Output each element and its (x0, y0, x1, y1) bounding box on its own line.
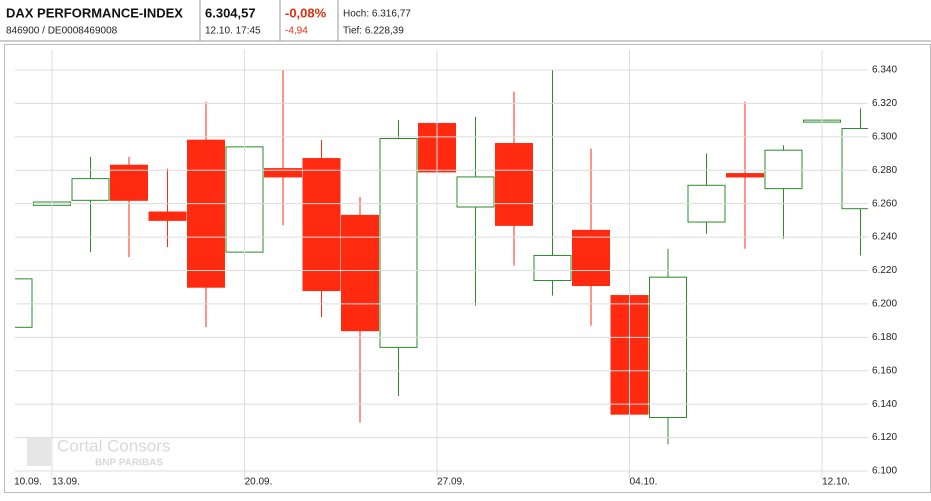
candle-body (841, 127, 868, 210)
change-pct: -0,08% (285, 5, 327, 20)
y-tick-label: 6.220 (872, 265, 897, 276)
y-tick-label: 6.260 (872, 198, 897, 209)
watermark-brand: Cortal Consors (57, 436, 170, 455)
day-high: Hoch: 6.316,77 (343, 9, 411, 20)
index-id: 846900 / DE0008469008 (6, 26, 118, 37)
candle-body (187, 139, 225, 288)
candle-body (264, 168, 302, 178)
y-tick-label: 6.340 (872, 65, 897, 76)
y-tick-label: 6.300 (872, 131, 897, 142)
y-tick-label: 6.160 (872, 365, 897, 376)
candle-body (572, 229, 610, 287)
time: 12.10. 17:45 (205, 26, 261, 37)
header-bar (0, 0, 931, 41)
candle-body (341, 214, 379, 332)
x-tick-label: 20.09. (245, 477, 273, 488)
x-tick-label: 12.10. (822, 477, 850, 488)
candle-body (726, 173, 764, 178)
chart-frame (4, 44, 931, 493)
y-tick-label: 6.180 (872, 332, 897, 343)
change: -4,94 (285, 26, 308, 37)
price: 6.304,57 (205, 5, 256, 20)
y-tick-label: 6.240 (872, 232, 897, 243)
candle-body (456, 176, 495, 208)
candle-body (379, 138, 418, 348)
y-tick-label: 6.140 (872, 399, 897, 410)
x-tick-label: 27.09. (437, 477, 465, 488)
watermark-sub: BNP PARIBAS (95, 458, 163, 469)
candle-body (15, 278, 33, 328)
candle-body (533, 254, 572, 282)
candle-body (148, 211, 187, 221)
candle-body (495, 143, 533, 226)
candle-body (764, 149, 803, 190)
index-name: DAX PERFORMANCE-INDEX (6, 5, 183, 20)
candle-body (71, 178, 110, 201)
y-tick-label: 6.120 (872, 432, 897, 443)
x-tick-label: 13.09. (52, 477, 80, 488)
day-low: Tief: 6.228,39 (343, 26, 404, 37)
plot (15, 70, 868, 445)
x-tick-label: 04.10. (630, 477, 658, 488)
y-tick-label: 6.280 (872, 165, 897, 176)
y-tick-label: 6.200 (872, 299, 897, 310)
y-tick-label: 6.320 (872, 98, 897, 109)
candle-body (649, 276, 687, 419)
candle-body (110, 164, 148, 201)
candle-body (302, 158, 341, 292)
y-tick-label: 6.100 (872, 466, 897, 477)
logo-mark (27, 438, 51, 466)
x-tick-label: 10.09. (14, 477, 42, 488)
